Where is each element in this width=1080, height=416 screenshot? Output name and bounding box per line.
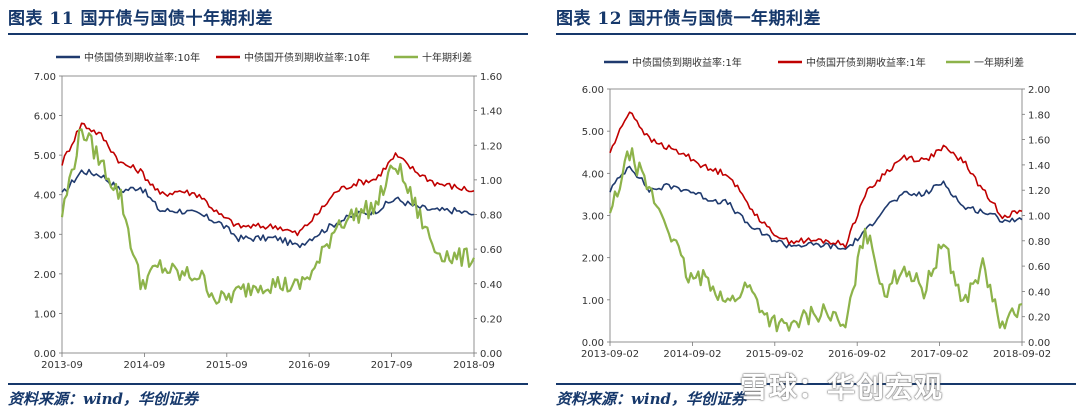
legend-label: 中债国开债到期收益率:1年 <box>806 56 926 69</box>
right-tick-label: 1.20 <box>1028 186 1050 197</box>
plot-frame <box>609 88 1023 343</box>
right-tick-label: 1.40 <box>480 107 502 118</box>
right-tick-label: 0.60 <box>1028 262 1050 273</box>
source-rule <box>8 383 528 385</box>
right-tick-label: 0.40 <box>1028 287 1050 298</box>
right-tick-label: 0.00 <box>480 349 502 360</box>
chart-svg: 0.00 1.00 2.00 3.00 4.00 5.00 6.00 0.00 0.20 0.40… <box>581 56 1051 360</box>
right-tick-label: 0.20 <box>480 314 502 325</box>
series-line <box>609 165 1023 250</box>
chart-title: 图表 11 国开债与国债十年期利差 <box>8 9 273 29</box>
x-tick-label: 2017-09-02 <box>911 349 969 360</box>
right-tick-label: 1.00 <box>1028 212 1050 223</box>
right-tick-label: 1.60 <box>1028 136 1050 147</box>
left-tick-label: 3.00 <box>582 212 604 223</box>
left-tick-label: 3.00 <box>34 230 56 241</box>
x-tick-label: 2014-09 <box>124 360 166 371</box>
left-tick-label: 6.00 <box>34 112 56 123</box>
left-tick-label: 7.00 <box>34 72 56 83</box>
legend-label: 中债国债到期收益率:1年 <box>632 56 742 69</box>
right-tick-label: 0.80 <box>1028 237 1050 248</box>
left-tick-label: 4.00 <box>34 191 56 202</box>
source-rule <box>556 383 1076 385</box>
x-tick-label: 2016-09 <box>288 360 330 371</box>
left-tick-label: 2.00 <box>34 270 56 281</box>
series-line <box>608 147 1023 333</box>
series-line <box>60 128 475 305</box>
right-tick-label: 0.60 <box>480 245 502 256</box>
series-line <box>609 111 1023 249</box>
right-tick-label: 0.00 <box>1028 338 1050 349</box>
right-tick-label: 1.60 <box>480 72 502 83</box>
right-tick-label: 2.00 <box>1028 85 1050 96</box>
title-rule <box>556 33 1076 35</box>
right-tick-label: 0.40 <box>480 280 502 291</box>
chart-title: 图表 12 国开债与国债一年期利差 <box>556 9 821 29</box>
left-tick-label: 5.00 <box>34 151 56 162</box>
right-tick-label: 1.40 <box>1028 161 1050 172</box>
x-tick-label: 2015-09-02 <box>746 349 804 360</box>
source-text: 资料来源：wind，华创证券 <box>8 390 199 408</box>
legend-label: 一年期利差 <box>974 56 1024 69</box>
chart-panel-right: 图表 12 国开债与国债一年期利差 0.00 1.00 2.00 3.00 4.00 5.… <box>556 0 1076 416</box>
legend-label: 十年期利差 <box>422 51 472 64</box>
right-tick-label: 1.00 <box>480 176 502 187</box>
right-tick-label: 1.20 <box>480 141 502 152</box>
legend-label: 中债国债到期收益率:10年 <box>84 51 200 64</box>
title-rule <box>8 33 528 35</box>
series-line <box>61 122 475 237</box>
x-tick-label: 2018-09-02 <box>993 349 1051 360</box>
left-tick-label: 4.00 <box>582 169 604 180</box>
x-tick-label: 2014-09-02 <box>663 349 721 360</box>
x-tick-label: 2015-09 <box>206 360 248 371</box>
right-tick-label: 0.80 <box>480 211 502 222</box>
x-tick-label: 2017-09 <box>371 360 413 371</box>
watermark: 雪球：华创宏观 <box>740 371 944 404</box>
x-tick-label: 2013-09 <box>41 360 83 371</box>
left-tick-label: 1.00 <box>582 296 604 307</box>
left-tick-label: 5.00 <box>582 127 604 138</box>
left-tick-label: 0.00 <box>34 349 56 360</box>
chart-svg: 0.00 1.00 2.00 3.00 4.00 5.00 6.00 7.00 0.00 0.20… <box>34 51 503 371</box>
right-tick-label: 1.80 <box>1028 110 1050 121</box>
left-tick-label: 0.00 <box>582 338 604 349</box>
source-text: 资料来源：wind，华创证券 <box>556 390 747 408</box>
x-tick-label: 2018-09 <box>453 360 495 371</box>
left-tick-label: 6.00 <box>582 85 604 96</box>
left-tick-label: 1.00 <box>34 309 56 320</box>
left-tick-label: 2.00 <box>582 254 604 265</box>
x-tick-label: 2013-09-02 <box>581 349 639 360</box>
chart-panel-left: 图表 11 国开债与国债十年期利差 0.00 1.00 2.00 3.00 4.00 5.… <box>8 0 528 416</box>
legend-label: 中债国开债到期收益率:10年 <box>244 51 370 64</box>
right-tick-label: 0.20 <box>1028 313 1050 324</box>
x-tick-label: 2016-09-02 <box>828 349 886 360</box>
series-line <box>61 168 475 249</box>
